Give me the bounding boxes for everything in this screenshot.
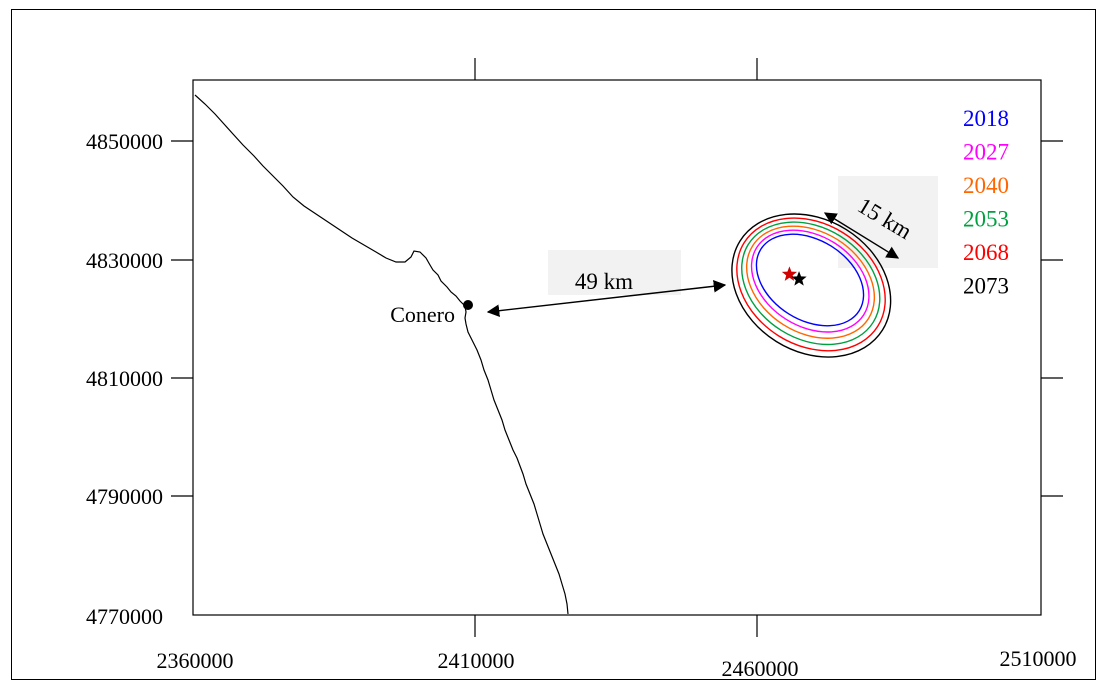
contour-2040 <box>745 225 876 339</box>
contour-2027 <box>750 229 870 333</box>
distance-49-label: 49 km <box>575 269 633 294</box>
x-tick-labels: 2360000 2410000 2460000 2510000 <box>157 646 1077 681</box>
x-tick-label: 2460000 <box>722 656 799 681</box>
subsidence-contours <box>731 213 892 358</box>
contour-2018 <box>755 233 865 327</box>
x-tick-label: 2510000 <box>1000 646 1077 671</box>
y-tick-label: 4830000 <box>86 248 163 273</box>
figure-frame <box>11 9 1096 680</box>
y-tick-label: 4850000 <box>86 129 163 154</box>
y-tick-label: 4790000 <box>86 484 163 509</box>
x-axis-ticks <box>474 58 758 637</box>
coastline <box>194 94 569 615</box>
black-star-marker <box>791 271 807 286</box>
y-tick-labels: 4850000 4830000 4810000 4790000 4770000 <box>86 129 163 629</box>
legend-year-2068: 2068 <box>963 240 1009 265</box>
conero-point <box>463 300 473 310</box>
conero-label: Conero <box>390 302 455 327</box>
red-star-marker <box>781 266 798 281</box>
contour-2073 <box>731 213 892 358</box>
maximum-markers <box>781 266 807 286</box>
contour-2053 <box>741 221 881 346</box>
x-tick-label: 2410000 <box>438 648 515 673</box>
y-axis-ticks <box>171 140 1063 497</box>
legend-year-2073: 2073 <box>963 274 1009 299</box>
x-tick-label: 2360000 <box>157 648 234 673</box>
contour-legend: 2018 2027 2040 2053 2068 2073 <box>963 106 1009 299</box>
contour-2068 <box>736 217 886 352</box>
plot-area <box>192 79 1042 616</box>
legend-year-2040: 2040 <box>963 173 1009 198</box>
distance-49-arrow <box>486 280 727 317</box>
legend-year-2027: 2027 <box>963 140 1009 165</box>
legend-year-2018: 2018 <box>963 106 1009 131</box>
y-tick-label: 4810000 <box>86 366 163 391</box>
legend-year-2053: 2053 <box>963 207 1009 232</box>
y-tick-label: 4770000 <box>86 604 163 629</box>
distance-15-arrow <box>823 212 900 259</box>
